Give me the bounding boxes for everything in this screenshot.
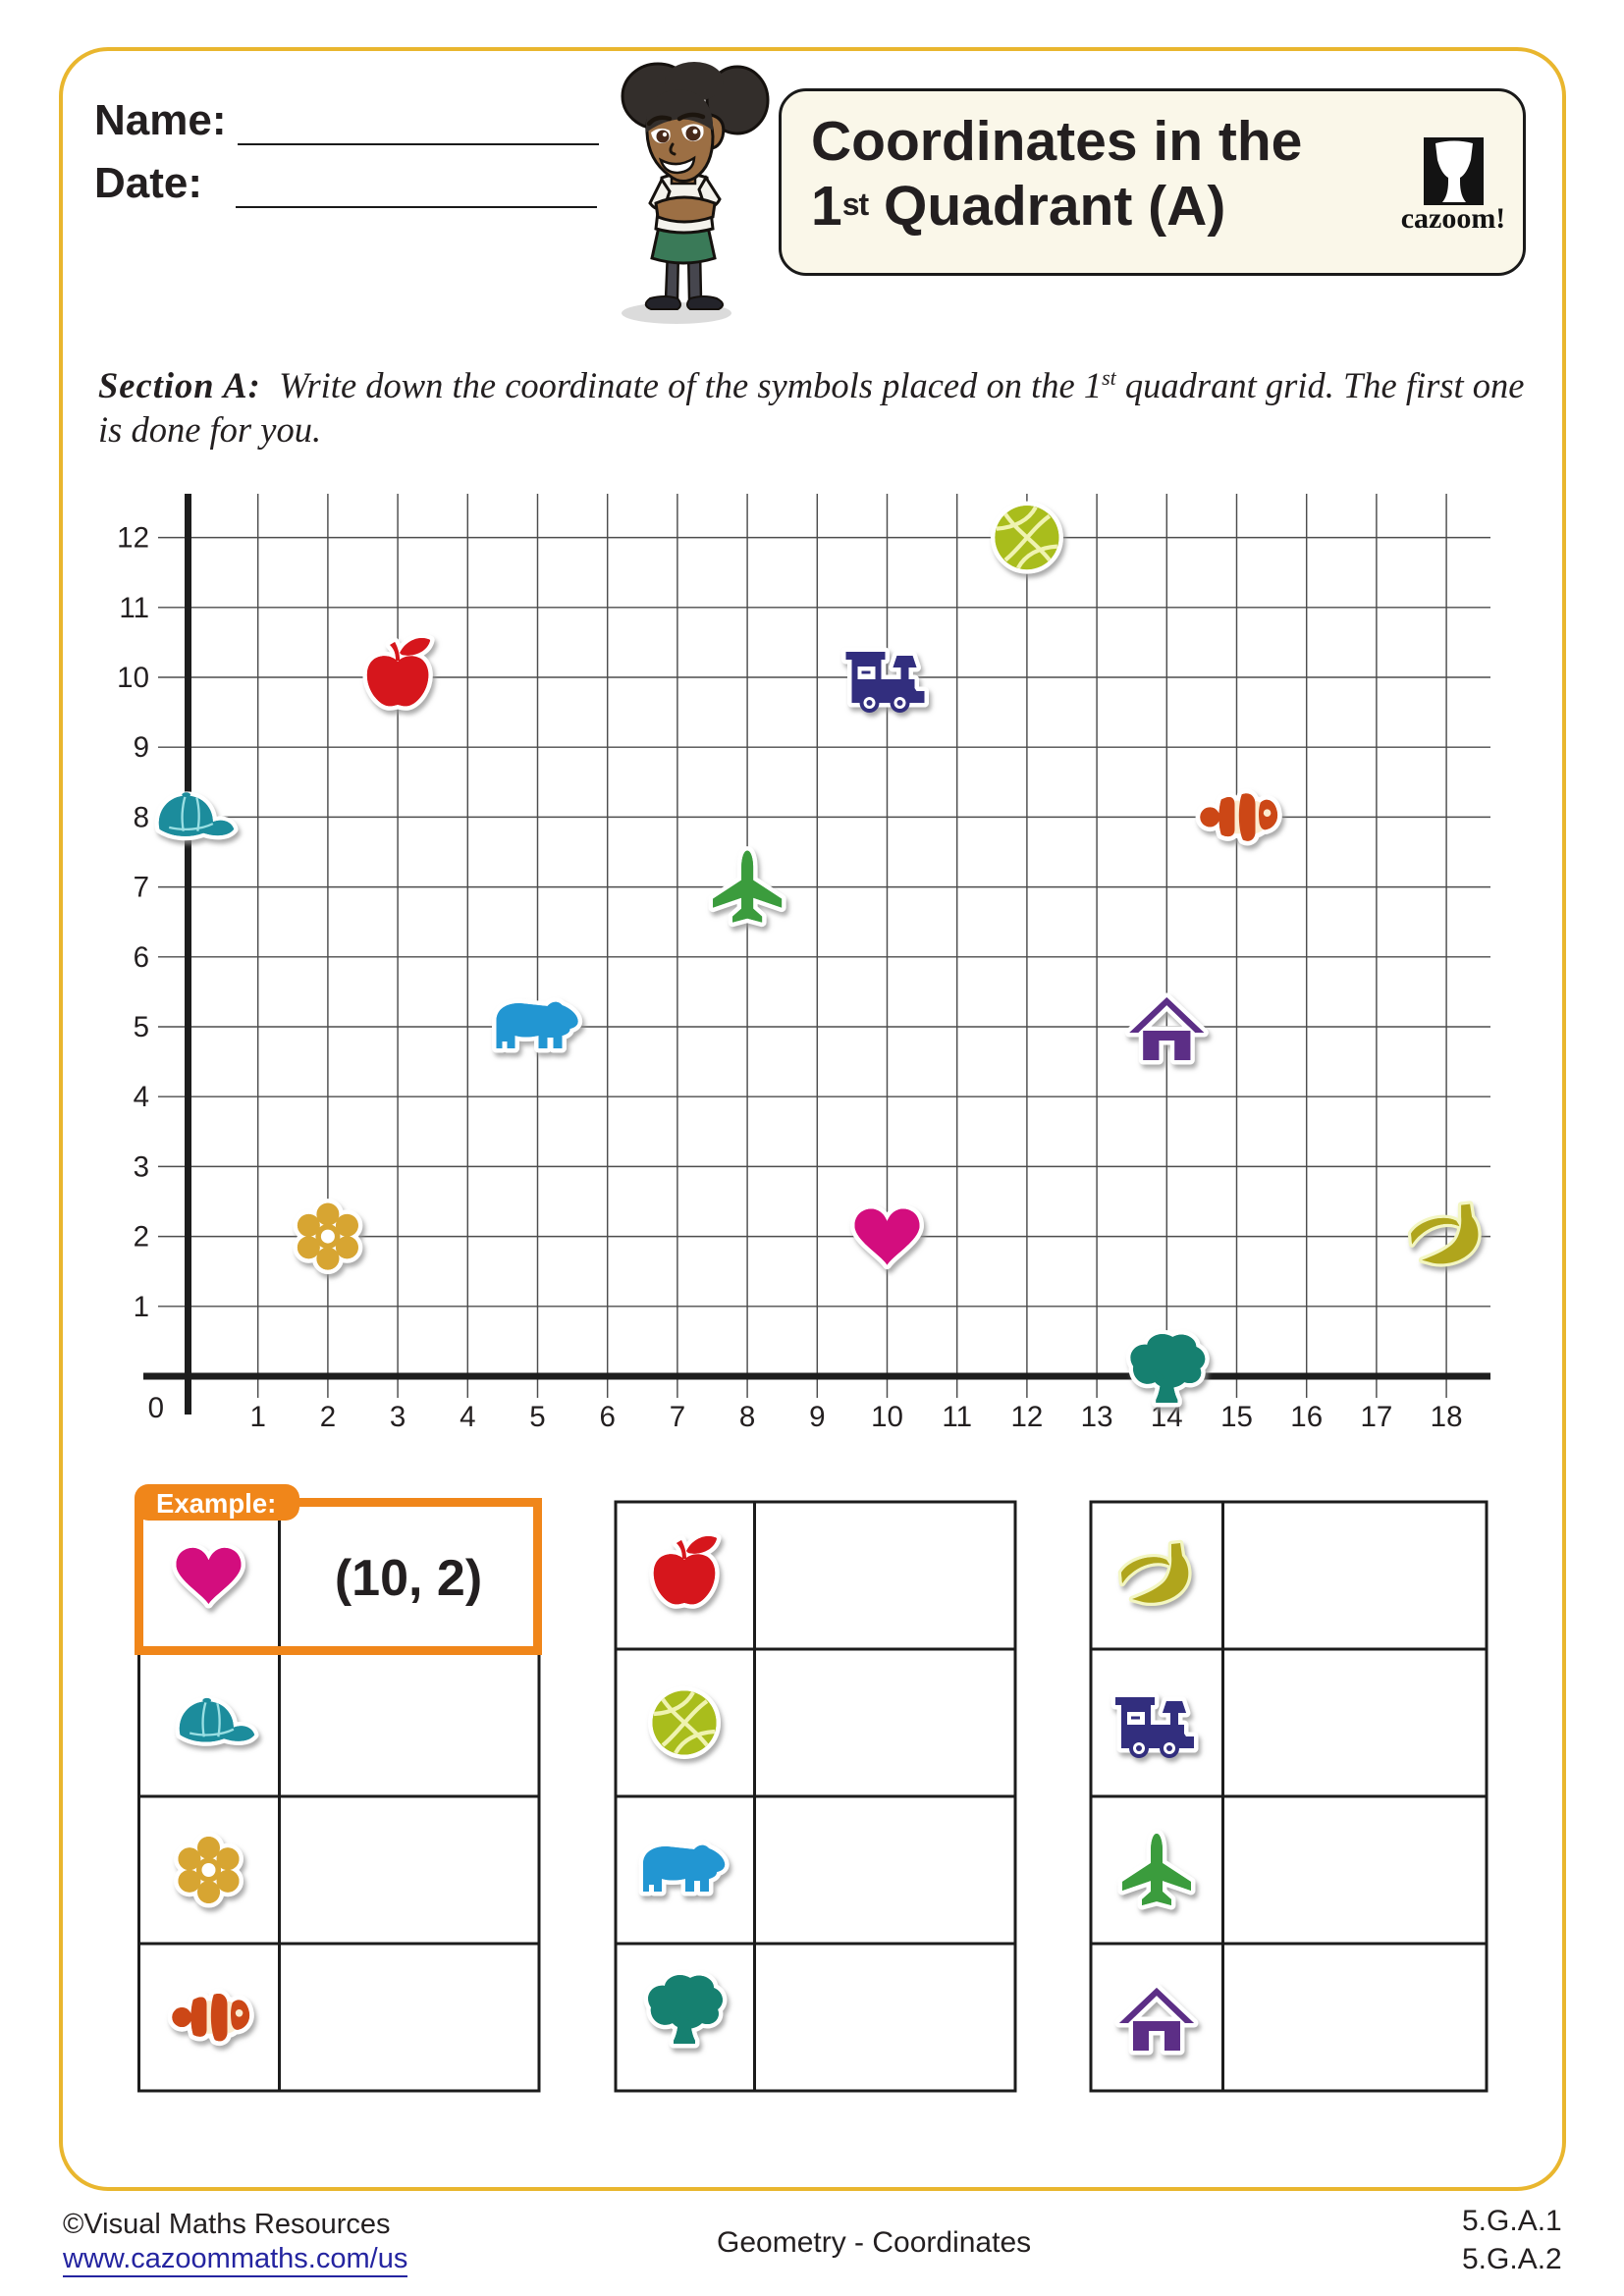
svg-text:1: 1 (134, 1291, 149, 1323)
svg-text:17: 17 (1360, 1401, 1392, 1433)
svg-text:9: 9 (809, 1401, 825, 1433)
svg-text:10: 10 (117, 662, 149, 694)
svg-text:18: 18 (1431, 1401, 1463, 1433)
svg-text:5: 5 (529, 1401, 545, 1433)
svg-text:3: 3 (134, 1150, 149, 1183)
svg-text:13: 13 (1081, 1401, 1113, 1433)
svg-text:6: 6 (134, 941, 149, 974)
svg-text:3: 3 (390, 1401, 406, 1433)
svg-text:9: 9 (134, 731, 149, 764)
svg-text:1: 1 (249, 1401, 265, 1433)
svg-text:4: 4 (460, 1401, 475, 1433)
svg-text:7: 7 (670, 1401, 685, 1433)
svg-text:16: 16 (1290, 1401, 1323, 1433)
svg-text:15: 15 (1220, 1401, 1253, 1433)
svg-text:(10, 2): (10, 2) (335, 1550, 482, 1607)
svg-text:12: 12 (1010, 1401, 1043, 1433)
svg-text:4: 4 (134, 1081, 149, 1113)
svg-text:11: 11 (942, 1401, 972, 1433)
svg-text:2: 2 (320, 1401, 336, 1433)
svg-text:8: 8 (739, 1401, 755, 1433)
svg-text:10: 10 (871, 1401, 903, 1433)
svg-text:5: 5 (134, 1011, 149, 1043)
svg-text:0: 0 (148, 1392, 164, 1424)
svg-text:11: 11 (119, 592, 149, 624)
svg-text:12: 12 (117, 522, 149, 555)
svg-text:7: 7 (134, 872, 149, 904)
svg-text:Example:: Example: (156, 1488, 276, 1519)
svg-text:2: 2 (134, 1221, 149, 1254)
svg-text:cazoom!: cazoom! (1401, 202, 1506, 234)
svg-text:8: 8 (134, 801, 149, 833)
svg-text:6: 6 (599, 1401, 615, 1433)
